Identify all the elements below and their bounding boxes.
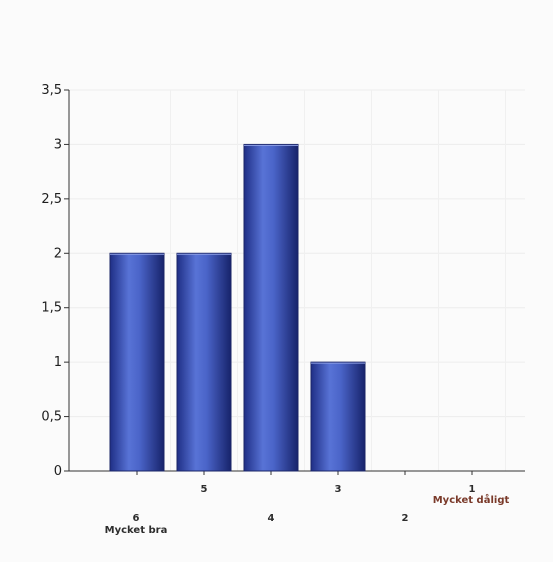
x-tick-label: 4 <box>268 513 275 524</box>
x-category-sublabel: Mycket bra <box>105 525 168 536</box>
x-category-sublabel: Mycket dåligt <box>433 493 510 506</box>
y-tick-label: 0 <box>54 464 62 479</box>
y-tick-label: 2 <box>54 246 62 261</box>
bar-4 <box>243 143 299 472</box>
x-tick-label: 2 <box>402 513 409 524</box>
bar-5 <box>176 252 232 472</box>
y-tick-label: 3,5 <box>41 83 62 98</box>
bar-3 <box>310 361 366 472</box>
y-tick-label: 0,5 <box>41 410 62 425</box>
x-tick-label: 1 <box>469 484 476 495</box>
y-tick-label: 1 <box>54 355 62 370</box>
y-tick-label: 3 <box>54 137 62 152</box>
x-tick-label: 5 <box>201 484 208 495</box>
x-tick-label: 3 <box>335 484 342 495</box>
y-tick-label: 2,5 <box>41 192 62 207</box>
bar-6 <box>109 252 165 472</box>
bars <box>109 143 366 472</box>
y-tick-label: 1,5 <box>41 301 62 316</box>
x-tick-label: 6 <box>133 513 140 524</box>
